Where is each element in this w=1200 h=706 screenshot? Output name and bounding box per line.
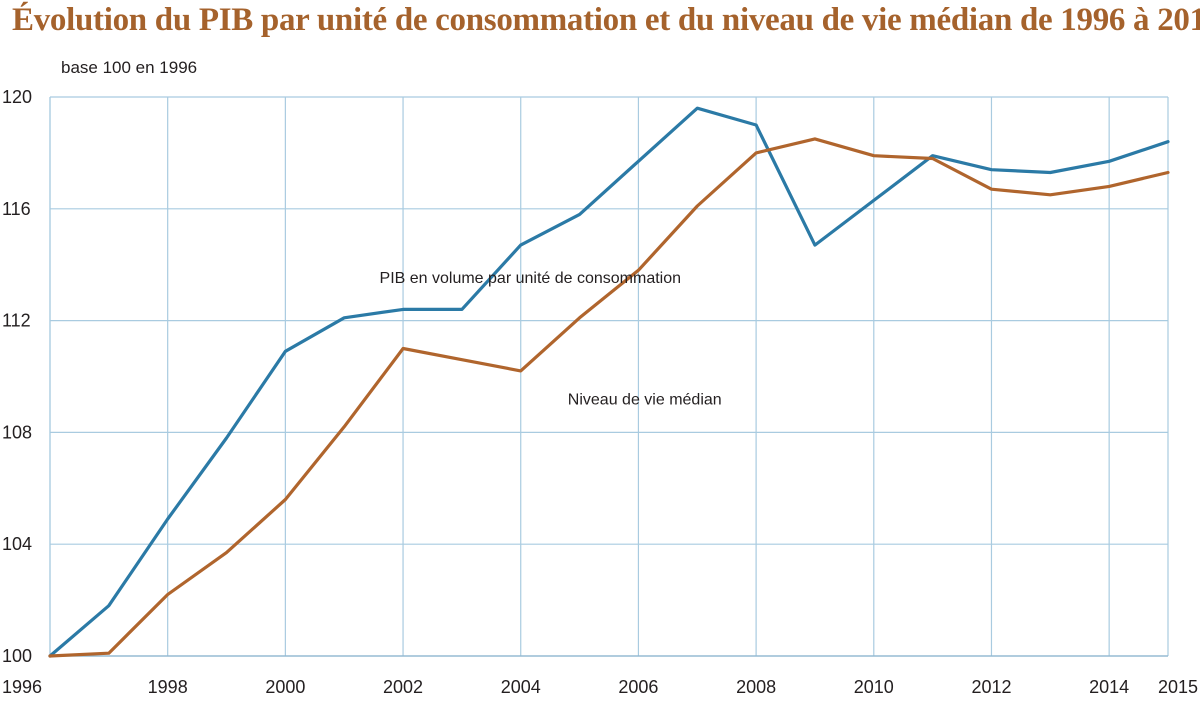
x-tick-label: 1998 <box>148 677 188 697</box>
y-tick-label: 120 <box>2 87 32 107</box>
y-tick-label: 104 <box>2 534 32 554</box>
x-tick-label: 2002 <box>383 677 423 697</box>
x-tick-label: 2006 <box>618 677 658 697</box>
y-tick-label: 100 <box>2 646 32 666</box>
x-tick-label: 2015 <box>1158 677 1198 697</box>
y-tick-label: 116 <box>2 199 31 219</box>
x-tick-label: 2010 <box>854 677 894 697</box>
series-line-0 <box>48 106 1170 658</box>
series-line-1 <box>48 137 1170 658</box>
annotations: PIB en volume par unité de consommation N… <box>380 270 722 409</box>
chart-title: Évolution du PIB par unité de consommati… <box>12 2 1200 38</box>
x-tick-label: 2000 <box>265 677 305 697</box>
x-tick-label: 2014 <box>1089 677 1129 697</box>
x-tick-label: 2008 <box>736 677 776 697</box>
y-tick-label: 108 <box>2 422 32 442</box>
x-tick-label: 2012 <box>971 677 1011 697</box>
x-tick-label: 1996 <box>2 677 42 697</box>
y-tick-label: 112 <box>2 311 31 331</box>
series-annotation: PIB en volume par unité de consommation <box>380 270 681 287</box>
chart-subtitle: base 100 en 1996 <box>61 58 198 77</box>
x-tick-label: 2004 <box>501 677 541 697</box>
axes: 100 104 108 112 116 120 1996 1998 2000 2002 2004 20… <box>2 87 1198 697</box>
series-lines <box>48 106 1170 658</box>
series-annotation: Niveau de vie médian <box>568 391 722 408</box>
plot-area <box>50 97 1168 656</box>
